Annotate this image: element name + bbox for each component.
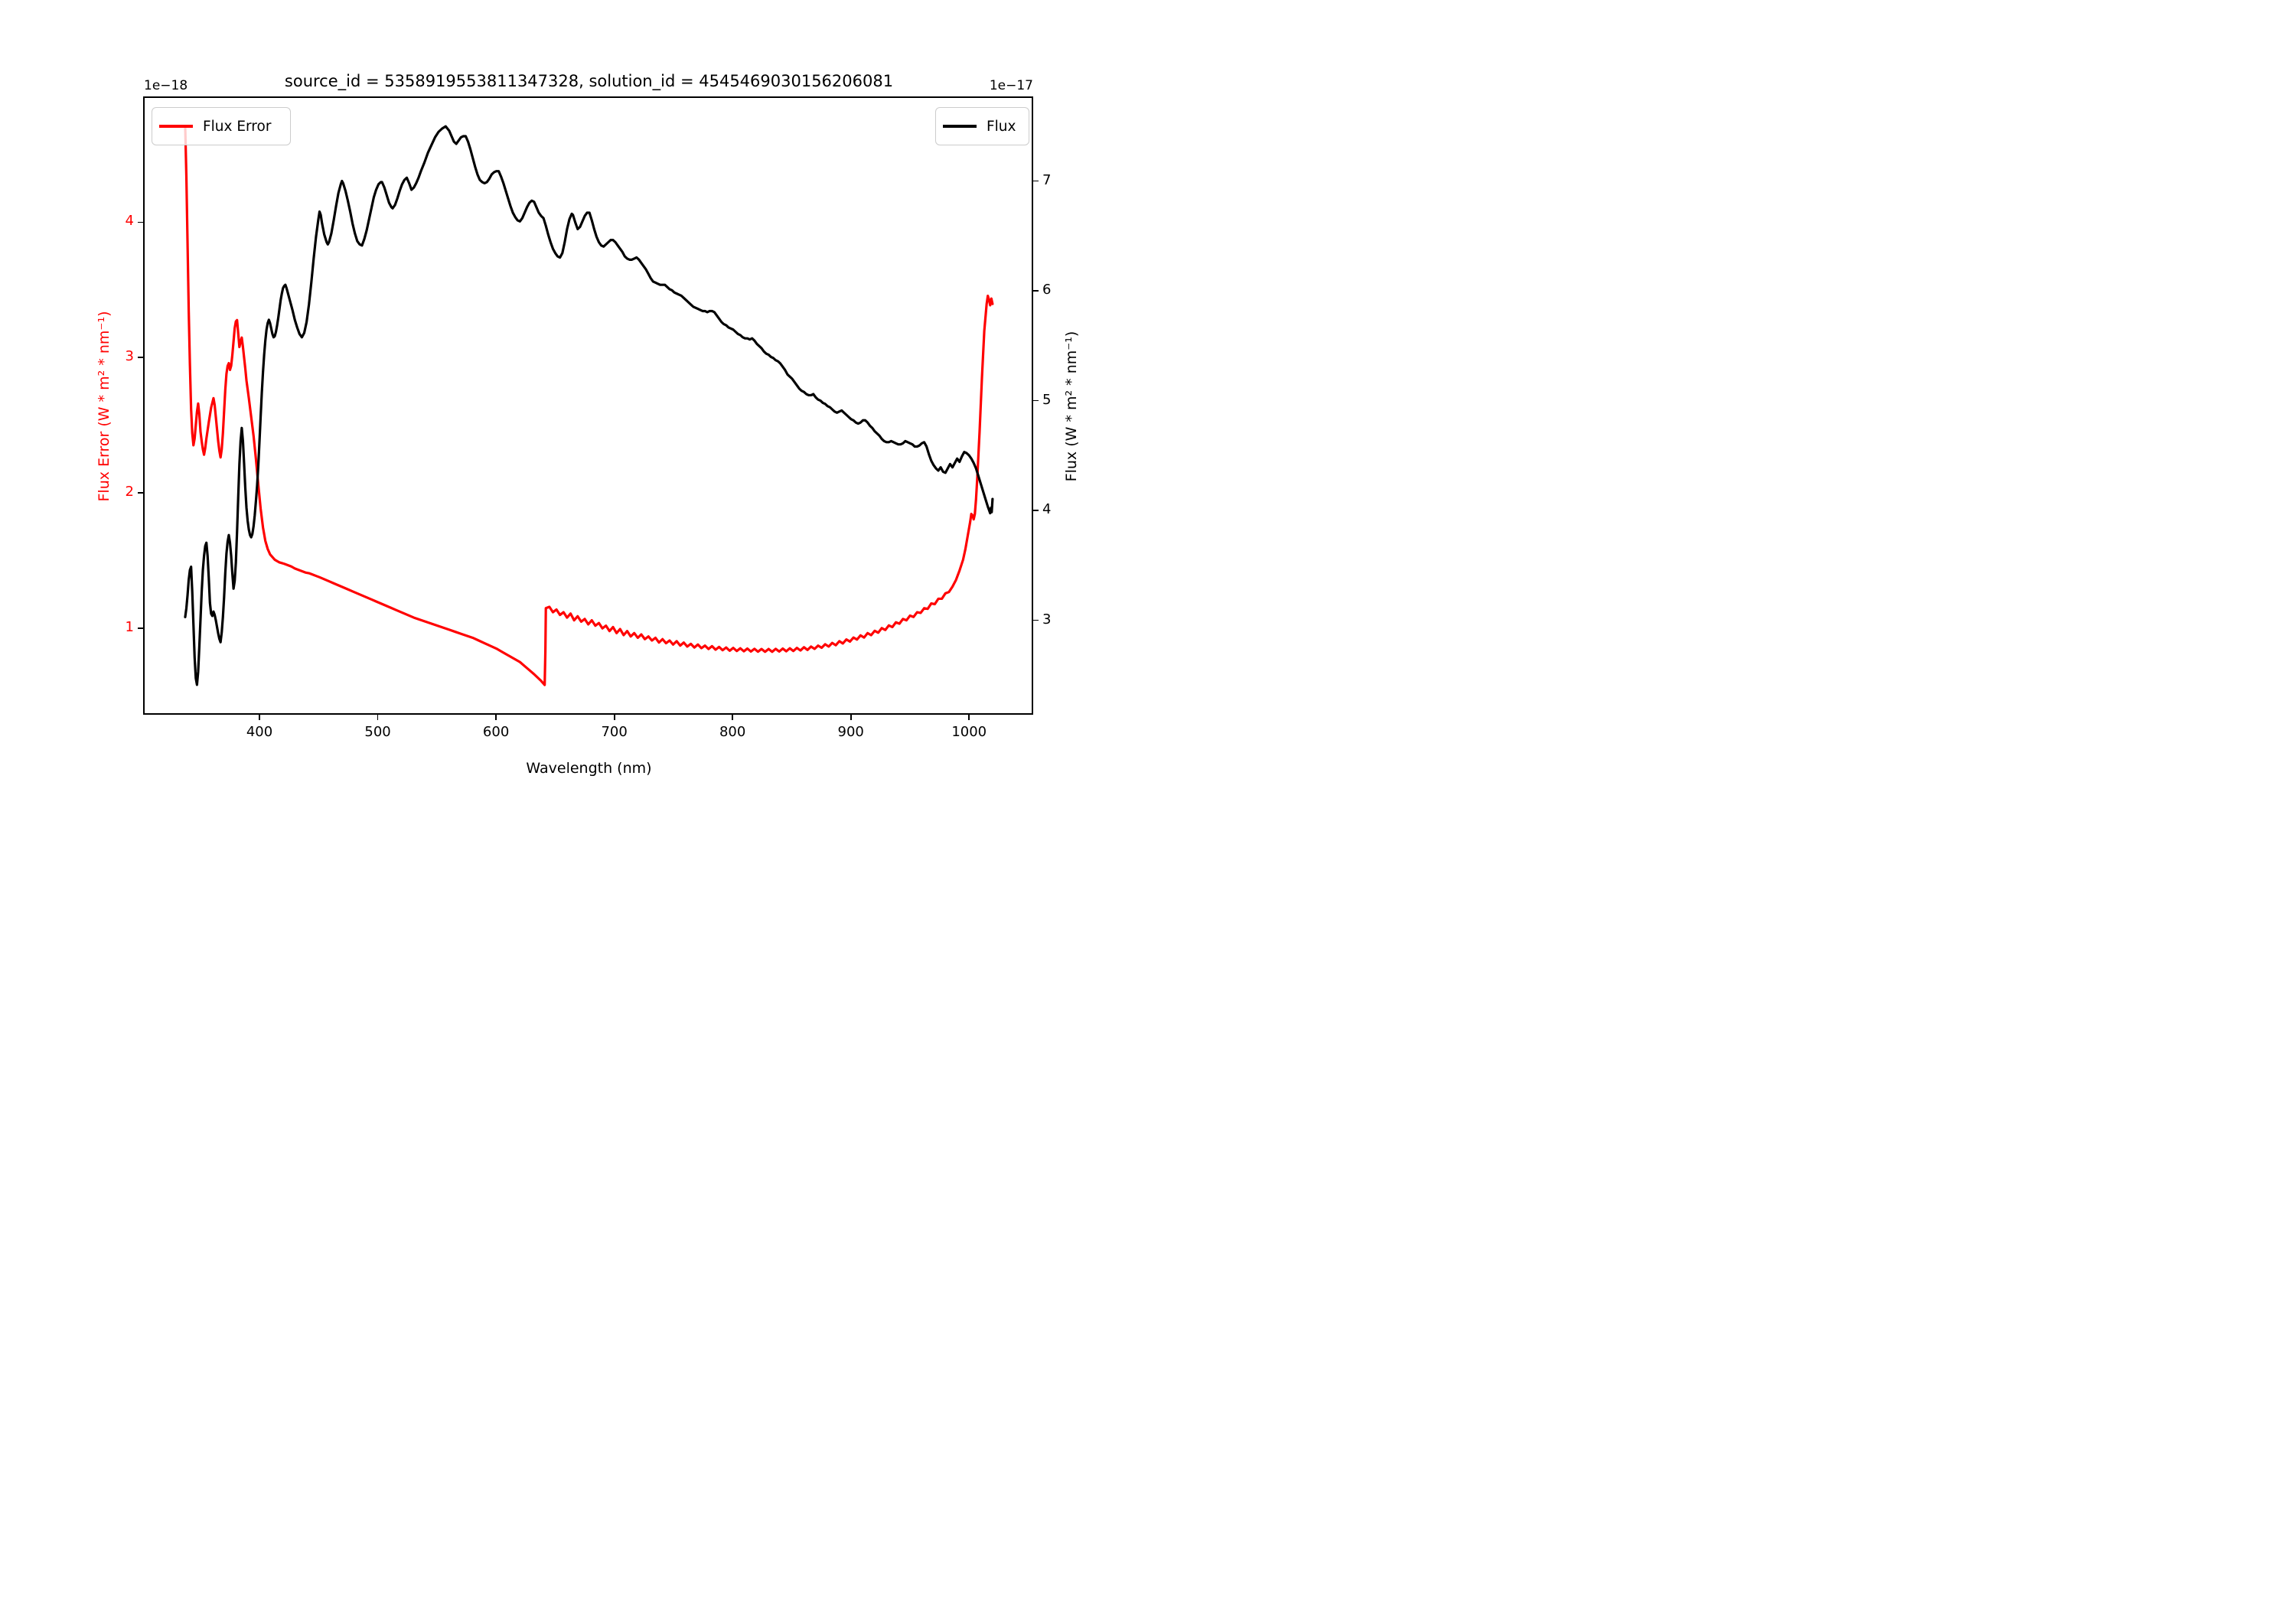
x-tick-mark: [495, 715, 497, 720]
flux-legend-line-icon: [943, 125, 977, 128]
x-tick-mark: [850, 715, 852, 720]
chart-title: source_id = 5358919553811347328, solutio…: [284, 72, 894, 90]
right-y-tick-mark: [1033, 180, 1039, 182]
right-y-tick-mark: [1033, 510, 1039, 511]
x-tick-label: 600: [482, 724, 510, 740]
left-y-tick-label: 1: [125, 618, 134, 635]
left-y-axis-label: Flux Error (W * m² * nm⁻¹): [96, 311, 113, 502]
flux-error-line: [184, 125, 994, 686]
x-tick-mark: [732, 715, 734, 720]
right-y-tick-mark: [1033, 619, 1039, 621]
left-y-tick-label: 3: [125, 348, 134, 365]
flux-line: [184, 125, 994, 686]
left-y-tick-mark: [138, 357, 143, 359]
x-tick-label: 1000: [951, 724, 987, 740]
x-tick-label: 700: [601, 724, 628, 740]
x-axis-label: Wavelength (nm): [526, 760, 652, 777]
right-y-axis-label: Flux (W * m² * nm⁻¹): [1063, 331, 1080, 482]
x-tick-mark: [613, 715, 615, 720]
x-tick-mark: [259, 715, 260, 720]
x-tick-label: 800: [719, 724, 746, 740]
left-y-tick-mark: [138, 492, 143, 494]
flux-legend-label: Flux: [987, 118, 1016, 135]
left-axis-offset-label: 1e−18: [144, 78, 188, 93]
x-tick-label: 500: [364, 724, 391, 740]
right-y-tick-mark: [1033, 290, 1039, 292]
plot-canvas: [184, 125, 994, 686]
x-tick-label: 400: [246, 724, 273, 740]
right-y-tick-mark: [1033, 399, 1039, 402]
x-tick-label: 900: [837, 724, 864, 740]
right-y-tick-label: 3: [1042, 611, 1052, 627]
right-y-tick-label: 7: [1042, 171, 1052, 188]
legend-flux: Flux: [935, 107, 1029, 145]
left-y-tick-label: 4: [125, 213, 134, 230]
left-y-tick-mark: [138, 221, 143, 223]
right-axis-offset-label: 1e−17: [989, 78, 1033, 93]
figure: source_id = 5358919553811347328, solutio…: [0, 0, 1148, 804]
left-y-tick-mark: [138, 627, 143, 629]
legend-flux-error: Flux Error: [152, 107, 291, 145]
right-y-tick-label: 6: [1042, 282, 1052, 298]
x-tick-mark: [968, 715, 970, 720]
plot-area: [143, 96, 1033, 715]
right-y-tick-label: 5: [1042, 391, 1052, 408]
right-y-tick-label: 4: [1042, 501, 1052, 518]
flux-error-legend-line-icon: [159, 125, 193, 128]
left-y-tick-label: 2: [125, 484, 134, 500]
flux-error-legend-label: Flux Error: [203, 118, 272, 135]
x-tick-mark: [377, 715, 379, 720]
